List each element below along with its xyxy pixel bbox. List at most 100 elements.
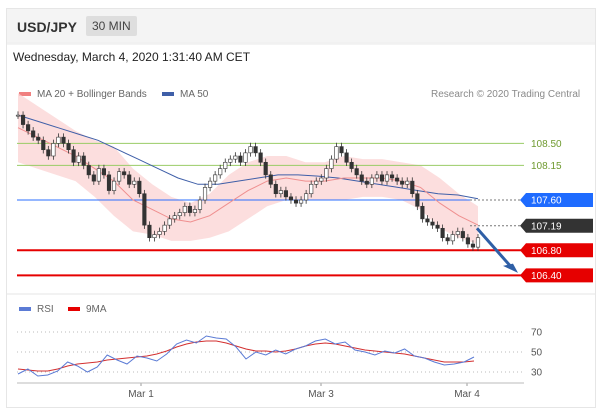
candle-body bbox=[96, 168, 101, 182]
legend-ma20-label: MA 20 + Bollinger Bands bbox=[37, 89, 147, 100]
candle-body bbox=[283, 190, 288, 198]
candle-body bbox=[304, 193, 309, 201]
candle-body bbox=[460, 231, 465, 239]
candle-body bbox=[395, 177, 400, 182]
rsi-line bbox=[17, 335, 475, 377]
legend-ma50-label: MA 50 bbox=[180, 89, 209, 100]
candle-body bbox=[344, 152, 349, 163]
ma50-swatch-icon bbox=[162, 92, 174, 97]
candle-body bbox=[314, 180, 319, 185]
bollinger-band bbox=[18, 93, 478, 244]
candle-body bbox=[71, 149, 76, 163]
chart-header: USD/JPY 30 MIN bbox=[7, 9, 595, 45]
candle-body bbox=[379, 174, 385, 182]
candle-body bbox=[319, 177, 324, 182]
candle-body bbox=[268, 174, 273, 185]
level-label-support_1: 106.80 bbox=[531, 246, 562, 257]
legend-rsi-label: RSI bbox=[37, 304, 54, 315]
candle-body bbox=[76, 155, 81, 163]
candle-body bbox=[238, 155, 243, 163]
candle-body bbox=[147, 224, 152, 239]
candle-body bbox=[111, 180, 117, 191]
candle-body bbox=[218, 168, 223, 176]
x-tick-label: Mar 4 bbox=[454, 389, 480, 400]
candle-body bbox=[91, 174, 96, 182]
candle-body bbox=[400, 180, 405, 185]
candle-body bbox=[455, 231, 460, 235]
candle-body bbox=[470, 243, 476, 248]
candle-body bbox=[101, 168, 107, 176]
candle-body bbox=[46, 149, 51, 157]
legend-9ma: 9MA bbox=[68, 304, 107, 315]
candle-body bbox=[132, 180, 137, 185]
candle-body bbox=[334, 146, 339, 160]
candle-body bbox=[324, 168, 329, 179]
legend-rsi: RSI bbox=[19, 304, 54, 315]
candle-body bbox=[445, 237, 450, 242]
candle-body bbox=[228, 158, 233, 163]
candle-body bbox=[167, 218, 172, 226]
candle-body bbox=[15, 114, 21, 117]
candle-body bbox=[26, 124, 31, 132]
candle-body bbox=[243, 152, 248, 163]
candle-body bbox=[81, 155, 86, 166]
candle-body bbox=[339, 146, 344, 154]
x-tick-label: Mar 1 bbox=[128, 389, 154, 400]
candle-body bbox=[106, 174, 112, 191]
candle-body bbox=[31, 130, 36, 138]
level-tag-support_2 bbox=[520, 268, 593, 283]
candle-body bbox=[177, 212, 182, 217]
candle-body bbox=[369, 177, 374, 185]
candle-body bbox=[122, 171, 127, 176]
level-tag-support_1 bbox=[520, 243, 593, 258]
candle-body bbox=[263, 161, 268, 176]
candle-body bbox=[223, 161, 228, 169]
candle-body bbox=[410, 180, 415, 195]
candle-body bbox=[182, 205, 187, 213]
candle-body bbox=[384, 174, 390, 182]
candle-body bbox=[450, 234, 455, 242]
candle-body bbox=[354, 168, 359, 176]
candle-body bbox=[51, 143, 56, 157]
candle-body bbox=[66, 143, 71, 151]
candle-body bbox=[187, 205, 192, 213]
candle-body bbox=[278, 190, 283, 195]
candle-body bbox=[86, 165, 91, 176]
x-tick-label: Mar 3 bbox=[308, 389, 334, 400]
candle-body bbox=[142, 193, 147, 226]
candle-body bbox=[420, 205, 425, 220]
candle-body bbox=[213, 174, 218, 182]
candle-body bbox=[41, 139, 46, 151]
candle-body bbox=[293, 199, 299, 204]
legend-9ma-label: 9MA bbox=[86, 304, 107, 315]
candle-body bbox=[127, 174, 132, 185]
candle-body bbox=[415, 193, 420, 207]
candle-body bbox=[192, 209, 197, 213]
legend-ma20-bollinger: MA 20 + Bollinger Bands bbox=[19, 89, 147, 100]
candle-body bbox=[172, 215, 177, 220]
candle-body bbox=[329, 158, 334, 169]
chart-datetime: Wednesday, March 4, 2020 1:31:40 AM CET bbox=[13, 50, 251, 64]
candle-body bbox=[435, 224, 440, 229]
level-label-support_2: 106.40 bbox=[531, 271, 562, 282]
level-label-pivot: 107.60 bbox=[531, 196, 562, 207]
candle-body bbox=[299, 199, 304, 204]
candle-body bbox=[288, 196, 294, 201]
candle-body bbox=[405, 180, 410, 185]
timeframe-button[interactable]: 30 MIN bbox=[86, 16, 137, 36]
candle-body bbox=[56, 136, 61, 144]
candle-body bbox=[349, 161, 354, 169]
candle-body bbox=[197, 199, 203, 210]
candle-body bbox=[309, 183, 314, 195]
candle-body bbox=[425, 218, 430, 223]
candle-body bbox=[440, 227, 445, 239]
rsi-swatch-icon bbox=[19, 307, 31, 312]
candle-body bbox=[162, 224, 167, 232]
candle-body bbox=[465, 237, 470, 245]
candle-body bbox=[364, 180, 369, 185]
ma9-swatch-icon bbox=[68, 307, 80, 312]
legend-ma50: MA 50 bbox=[162, 89, 208, 100]
candle-body bbox=[374, 174, 379, 179]
chart-panel: USD/JPY 30 MIN bbox=[6, 8, 596, 408]
